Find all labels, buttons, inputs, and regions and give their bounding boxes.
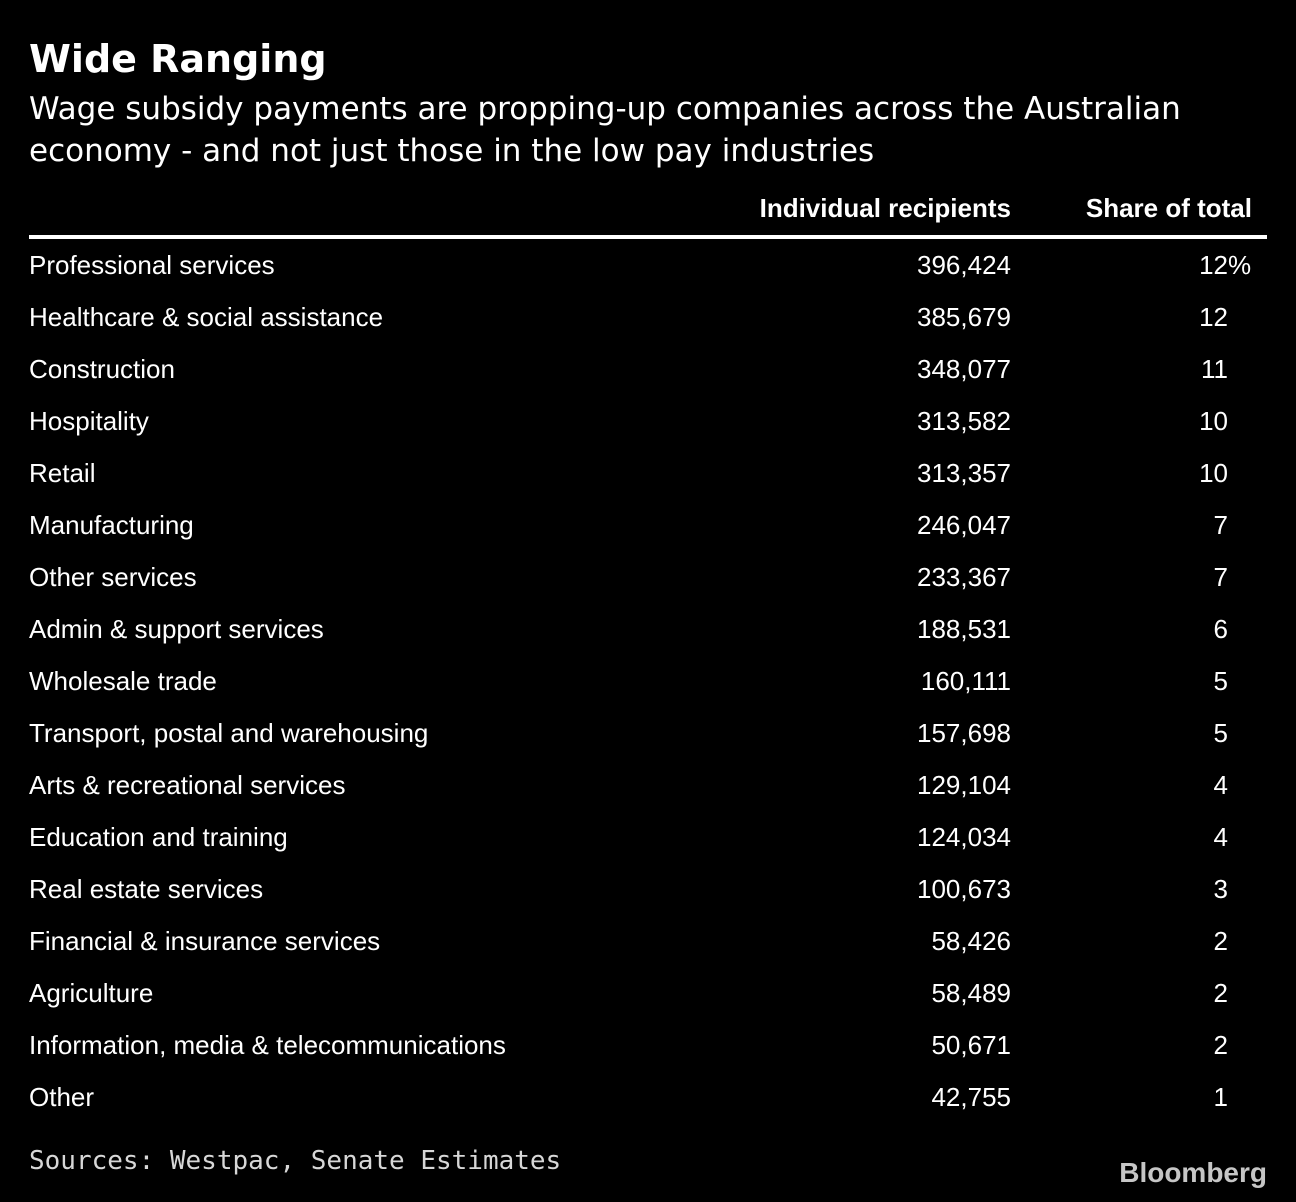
recipients-value: 246,047 [917,509,1011,540]
industry-label: Admin & support services [29,613,324,644]
industry-label: Arts & recreational services [29,769,346,800]
recipients-value: 58,426 [931,925,1011,956]
share-value: 10 [1199,405,1228,436]
recipients-column-header: Individual recipients [759,193,1011,223]
table-row: Construction 348,077 11 [29,343,1267,395]
recipients-value: 157,698 [917,717,1011,748]
recipients-value: 100,673 [917,873,1011,904]
header-rule [29,235,1267,239]
industry-label: Education and training [29,821,288,852]
table-row: Healthcare & social assistance 385,679 12 [29,291,1267,343]
table-row: Admin & support services 188,531 6 [29,603,1267,655]
share-value: 2 [1213,977,1228,1008]
industry-label: Information, media & telecommunications [29,1029,506,1060]
recipients-value: 42,755 [931,1081,1011,1112]
table-row: Arts & recreational services 129,104 4 [29,759,1267,811]
table-row: Retail 313,357 10 [29,447,1267,499]
share-value: 7 [1213,561,1228,592]
share-value: 3 [1213,873,1228,904]
table-row: Real estate services 100,673 3 [29,863,1267,915]
share-value: 4 [1213,769,1228,800]
recipients-value: 160,111 [920,665,1011,696]
table-row: Transport, postal and warehousing 157,698… [29,707,1267,759]
recipients-value: 313,582 [917,405,1011,436]
share-value: 6 [1213,613,1228,644]
industry-label: Construction [29,353,175,384]
industry-label: Financial & insurance services [29,925,381,956]
share-value: 2 [1213,1029,1228,1060]
recipients-value: 129,104 [917,769,1011,800]
table-body: Professional services 396,424 12% Healthcar… [29,239,1267,1123]
recipients-value: 188,531 [917,613,1011,644]
bloomberg-logo: Bloomberg [1119,1157,1267,1188]
industry-label: Hospitality [29,405,149,436]
table-row: Hospitality 313,582 10 [29,395,1267,447]
recipients-value: 385,679 [917,301,1011,332]
table-row: Wholesale trade 160,111 5 [29,655,1267,707]
sources-note: Sources: Westpac, Senate Estimates [29,1146,562,1176]
share-value: 7 [1213,509,1228,540]
recipients-value: 348,077 [917,353,1011,384]
industry-label: Healthcare & social assistance [29,301,384,332]
table-row: Other services 233,367 7 [29,551,1267,603]
industry-label: Real estate services [29,873,264,904]
share-value: 2 [1213,925,1228,956]
table-header-row: Individual recipients Share of total [29,194,1267,222]
industry-label: Professional services [29,249,275,280]
recipients-value: 233,367 [917,561,1011,592]
table-row: Education and training 124,034 4 [29,811,1267,863]
share-column-header: Share of total [1085,193,1252,223]
footer: Sources: Westpac, Senate Estimates Bloom… [29,1123,1267,1202]
share-value: 4 [1213,821,1228,852]
industry-label: Transport, postal and warehousing [29,717,429,748]
table-row: Professional services 396,424 12% [29,239,1267,291]
share-value: 12 [1199,301,1228,332]
share-value: 1 [1213,1081,1228,1112]
share-suffix: % [1228,249,1252,280]
share-value: 11 [1201,353,1228,384]
industry-label: Agriculture [29,977,154,1008]
industry-label: Other services [29,561,197,592]
chart-title: Wide Ranging [29,37,327,81]
industry-label: Other [29,1081,95,1112]
industry-label: Retail [29,457,96,488]
share-value: 12% [1199,249,1252,280]
recipients-value: 313,357 [917,457,1011,488]
share-value: 10 [1199,457,1228,488]
recipients-value: 50,671 [931,1029,1011,1060]
industry-label: Wholesale trade [29,665,217,696]
table-row: Agriculture 58,489 2 [29,967,1267,1019]
industry-label: Manufacturing [29,509,194,540]
table-row: Information, media & telecommunications 5… [29,1019,1267,1071]
share-value: 5 [1213,665,1228,696]
table-row: Financial & insurance services 58,426 2 [29,915,1267,967]
table-row: Manufacturing 246,047 7 [29,499,1267,551]
recipients-value: 124,034 [917,821,1011,852]
recipients-value: 58,489 [931,977,1011,1008]
share-value: 5 [1213,717,1228,748]
table-row: Other 42,755 1 [29,1071,1267,1123]
chart-subtitle: Wage subsidy payments are propping-up co… [29,91,1181,169]
recipients-value: 396,424 [917,249,1011,280]
